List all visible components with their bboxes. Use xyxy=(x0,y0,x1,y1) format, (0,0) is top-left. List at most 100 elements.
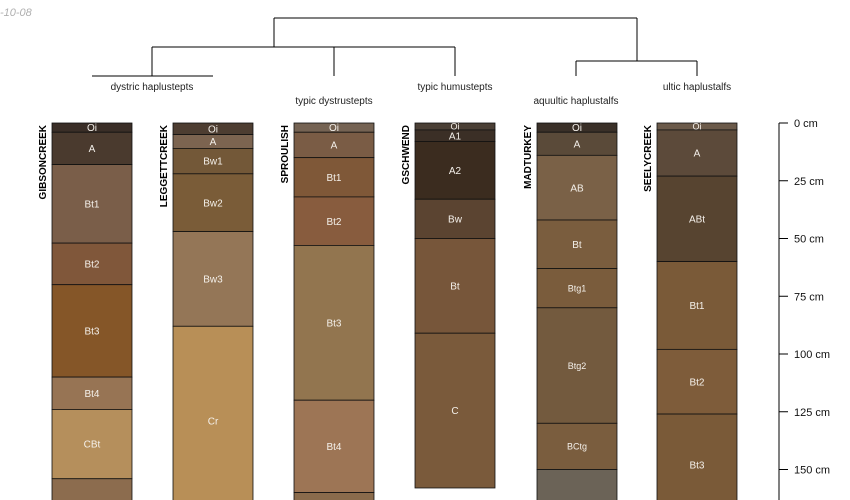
horizon-block xyxy=(172,231,254,327)
horizon-label: Oi xyxy=(208,124,218,135)
horizon-block xyxy=(536,307,618,424)
horizon-label: Bw1 xyxy=(203,157,223,168)
horizon-block xyxy=(293,399,375,494)
taxon-label-humus: typic humustepts xyxy=(417,82,492,93)
horizon-label: Bt1 xyxy=(689,301,704,312)
horizon-block xyxy=(414,332,496,489)
horizon-block xyxy=(656,261,738,350)
horizon-block xyxy=(536,422,618,470)
horizon-label: A xyxy=(694,149,701,160)
depth-tick-label: 50 cm xyxy=(794,234,824,246)
horizon-label: Oi xyxy=(87,123,97,134)
horizon-block xyxy=(656,175,738,263)
horizon-label: Oi xyxy=(572,123,582,134)
horizon-block xyxy=(536,469,618,500)
horizon-block xyxy=(414,198,496,239)
horizon-block xyxy=(172,173,254,232)
dendrogram xyxy=(92,17,698,77)
horizon-label: CBt xyxy=(84,440,101,451)
depth-tick-label: 150 cm xyxy=(794,465,830,477)
horizon-block xyxy=(293,492,375,500)
horizon-label: Bw3 xyxy=(203,275,223,286)
horizon-block xyxy=(172,148,254,175)
horizon-label: A xyxy=(574,139,581,150)
depth-tick-label: 75 cm xyxy=(794,291,824,303)
horizon-label: BCtg xyxy=(567,442,587,452)
horizon-label: A xyxy=(331,141,338,152)
horizon-label: A1 xyxy=(449,131,462,142)
horizon-label: Bt1 xyxy=(84,199,99,210)
profile-leggettcreek: Oi A Bw1 Bw2 Bw3 Cr LEGGETTCREEK xyxy=(159,122,254,500)
horizon-block xyxy=(293,131,375,159)
horizon-block xyxy=(536,268,618,309)
profile-sproulish: Oi A Bt1 Bt2 Bt3 Bt4 SPROULISH xyxy=(280,122,375,500)
horizon-block xyxy=(51,478,133,500)
horizon-block xyxy=(414,141,496,200)
horizon-label: Bt xyxy=(450,281,460,292)
horizon-label: ABt xyxy=(689,214,705,225)
profile-name-label: SEELYCREEK xyxy=(643,124,654,192)
taxon-label-dystric: dystric haplustepts xyxy=(111,82,194,93)
profile-madturkey: Oi A AB Bt Btg1 Btg2 BCtg MADTURKEY xyxy=(523,122,618,500)
horizon-label: A xyxy=(210,137,217,148)
horizon-block xyxy=(51,409,133,480)
profile-seelycreek: Oi A ABt Bt1 Bt2 Bt3 SEELYCREEK xyxy=(643,122,738,500)
horizon-label: C xyxy=(451,406,458,417)
horizon-label: Bt4 xyxy=(84,389,99,400)
horizon-label: Bt1 xyxy=(326,173,341,184)
horizon-block xyxy=(51,131,133,165)
horizon-block xyxy=(51,376,133,410)
horizon-label: Btg2 xyxy=(568,361,587,371)
profile-gibsoncreek: Oi A Bt1 Bt2 Bt3 Bt4 CBt GIBSONCREEK xyxy=(38,122,133,500)
horizon-block xyxy=(656,413,738,500)
horizon-block xyxy=(51,242,133,286)
horizon-label: Bt4 xyxy=(326,442,341,453)
depth-tick-label: 100 cm xyxy=(794,349,830,361)
horizon-label: Bt xyxy=(572,240,582,251)
profile-name-label: LEGGETTCREEK xyxy=(159,124,170,207)
horizon-label: Btg1 xyxy=(568,283,587,293)
corner-date-text: -10-08 xyxy=(0,7,32,19)
profile-name-label: MADTURKEY xyxy=(523,125,534,189)
horizon-label: Bt2 xyxy=(326,217,341,228)
horizon-block xyxy=(536,154,618,221)
horizon-label: Oi xyxy=(329,123,339,134)
horizon-label: Bt3 xyxy=(84,327,99,338)
horizon-label: A xyxy=(89,144,96,155)
horizon-block xyxy=(293,245,375,401)
horizon-block xyxy=(414,238,496,334)
profile-name-label: GSCHWEND xyxy=(401,125,412,184)
depth-axis: 0 cm 25 cm 50 cm 75 cm 100 cm 125 cm 150 cm xyxy=(778,118,830,500)
taxon-label-dystrus: typic dystrustepts xyxy=(295,96,372,107)
horizon-label: Oi xyxy=(693,122,702,132)
taxa-labels: dystric haplustepts typic dystrustepts typ… xyxy=(111,82,732,107)
horizon-block xyxy=(51,164,133,244)
horizon-label: AB xyxy=(570,183,584,194)
depth-tick-label: 125 cm xyxy=(794,407,830,419)
horizon-block xyxy=(656,348,738,415)
horizon-label: Oi xyxy=(451,122,460,132)
depth-tick-label: 25 cm xyxy=(794,176,824,188)
horizon-block xyxy=(172,325,254,500)
horizon-block xyxy=(536,219,618,269)
horizon-label: Bw xyxy=(448,214,463,225)
taxon-label-aqualf: aquultic haplustalfs xyxy=(533,96,618,107)
horizon-label: Bt3 xyxy=(326,318,341,329)
horizon-label: Bt3 xyxy=(689,460,704,471)
horizon-block xyxy=(51,284,133,378)
horizon-block xyxy=(293,157,375,198)
horizon-block xyxy=(293,196,375,246)
horizon-block xyxy=(656,129,738,177)
depth-tick-label: 0 cm xyxy=(794,118,818,130)
horizon-label: Bt2 xyxy=(689,377,704,388)
profile-name-label: GIBSONCREEK xyxy=(38,124,49,199)
profile-name-label: SPROULISH xyxy=(280,125,291,183)
taxon-label-ultic: ultic haplustalfs xyxy=(663,82,731,93)
horizon-label: Bt2 xyxy=(84,260,99,271)
horizon-label: A2 xyxy=(449,166,462,177)
horizon-label: Cr xyxy=(208,417,219,428)
horizon-label: Bw2 xyxy=(203,198,223,209)
